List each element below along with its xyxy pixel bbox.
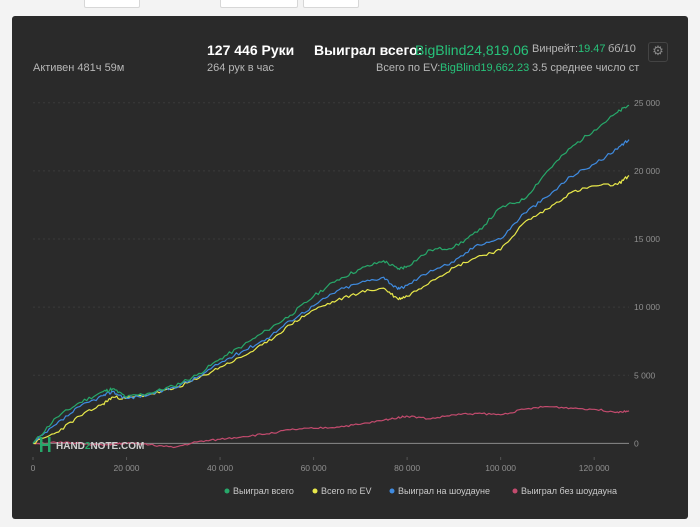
y-tick-label: 0 — [634, 438, 639, 448]
hand2note-watermark: HAND2NOTE.COM — [40, 437, 144, 452]
winrate-label: Винрейт: — [532, 43, 579, 55]
series-line-2 — [32, 139, 630, 444]
legend-label[interactable]: Выиграл без шоудауна — [521, 486, 617, 496]
y-axis-ticks: 0 5 000 10 000 15 000 20 000 25 000 — [634, 98, 660, 449]
series-line-3 — [32, 405, 630, 449]
legend-label[interactable]: Выиграл на шоудауне — [398, 486, 490, 496]
x-tick-label: 0 — [31, 463, 36, 473]
ev-total-label: Всего по EV: — [376, 62, 441, 74]
x-tick-label: 20 000 — [114, 463, 140, 473]
won-total-label: Выиграл всего: — [314, 42, 423, 58]
top-toolbar — [0, 0, 700, 14]
x-tick-label: 100 000 — [485, 463, 516, 473]
x-axis-ticks: 0 20 000 40 000 60 000 80 000 100 000 120 000 — [31, 457, 610, 473]
x-tick-label: 40 000 — [207, 463, 233, 473]
avg-players: 3.5 среднее число ст — [532, 62, 640, 74]
y-tick-label: 20 000 — [634, 166, 660, 176]
y-tick-label: 10 000 — [634, 302, 660, 312]
winrate-value: 19.47 — [578, 43, 606, 55]
y-tick-label: 15 000 — [634, 234, 660, 244]
series-line-0 — [32, 104, 630, 444]
x-tick-label: 120 000 — [579, 463, 610, 473]
hands-count: 127 446 Руки — [207, 42, 295, 58]
toolbar-dropdown-right[interactable] — [303, 0, 359, 8]
legend-marker — [512, 488, 518, 494]
hands-per-hour: 264 рук в час — [207, 62, 275, 74]
results-panel: Активен 481ч 59м 127 446 Руки 264 рук в … — [12, 16, 688, 519]
toolbar-dropdown-middle[interactable] — [220, 0, 298, 8]
legend-label[interactable]: Всего по EV — [321, 486, 371, 496]
chart-grid — [33, 102, 629, 444]
watermark-text: HAND2NOTE.COM — [56, 441, 144, 452]
series-line-1 — [32, 175, 630, 445]
winrate-unit: бб/10 — [608, 43, 636, 55]
x-tick-label: 60 000 — [301, 463, 327, 473]
ev-total-value: BigBlind19,662.23 — [440, 62, 530, 74]
legend-marker — [389, 488, 395, 494]
legend-marker — [312, 488, 318, 494]
toolbar-dropdown-left[interactable] — [84, 0, 140, 8]
y-tick-label: 5 000 — [634, 370, 656, 380]
chart-legend: Выиграл всего Всего по EV Выиграл на шоуда… — [224, 486, 617, 496]
legend-label[interactable]: Выиграл всего — [233, 486, 294, 496]
winnings-chart: 0 20 000 40 000 60 000 80 000 100 000 120 000 … — [31, 98, 661, 496]
gear-icon[interactable]: ⚙ — [648, 42, 668, 62]
won-total-value: BigBlind24,819.06 — [415, 42, 529, 58]
active-time: Активен 481ч 59м — [33, 62, 125, 74]
legend-marker — [224, 488, 230, 494]
x-tick-label: 80 000 — [394, 463, 420, 473]
y-tick-label: 25 000 — [634, 98, 660, 108]
hand2note-logo-icon — [40, 437, 51, 452]
chart-series — [32, 104, 630, 449]
